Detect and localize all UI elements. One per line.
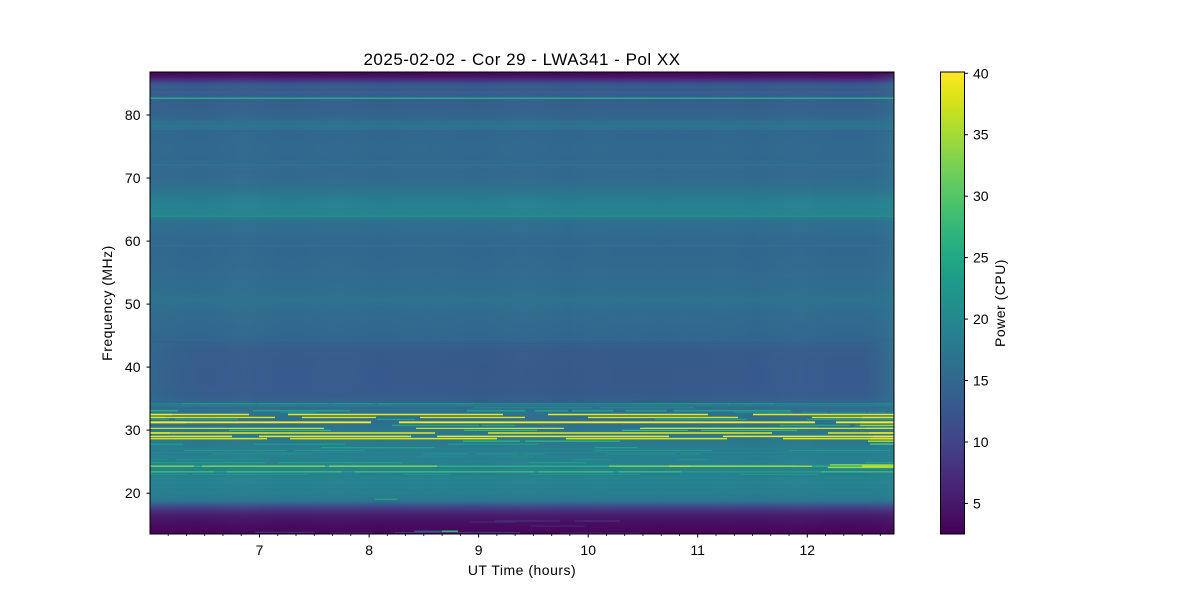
svg-text:35: 35: [973, 127, 989, 143]
svg-text:40: 40: [125, 359, 141, 375]
svg-text:70: 70: [125, 170, 141, 186]
svg-text:50: 50: [125, 296, 141, 312]
svg-text:12: 12: [800, 542, 816, 558]
svg-text:15: 15: [973, 373, 989, 389]
svg-text:5: 5: [973, 495, 981, 511]
svg-text:10: 10: [973, 434, 989, 450]
svg-text:20: 20: [125, 485, 141, 501]
svg-text:Frequency (MHz): Frequency (MHz): [99, 245, 115, 361]
svg-text:80: 80: [125, 107, 141, 123]
svg-text:60: 60: [125, 233, 141, 249]
svg-text:8: 8: [365, 542, 373, 558]
svg-text:10: 10: [580, 542, 596, 558]
svg-text:30: 30: [125, 422, 141, 438]
svg-text:11: 11: [690, 542, 705, 558]
svg-text:20: 20: [973, 311, 989, 327]
svg-text:7: 7: [256, 542, 264, 558]
svg-text:Power (CPU): Power (CPU): [992, 259, 1008, 347]
svg-text:UT Time (hours): UT Time (hours): [468, 562, 576, 578]
svg-text:25: 25: [973, 250, 989, 266]
svg-text:30: 30: [973, 188, 989, 204]
svg-text:40: 40: [973, 65, 989, 81]
svg-text:9: 9: [475, 542, 483, 558]
svg-text:2025-02-02 - Cor 29 - LWA341 -: 2025-02-02 - Cor 29 - LWA341 - Pol XX: [363, 50, 680, 69]
